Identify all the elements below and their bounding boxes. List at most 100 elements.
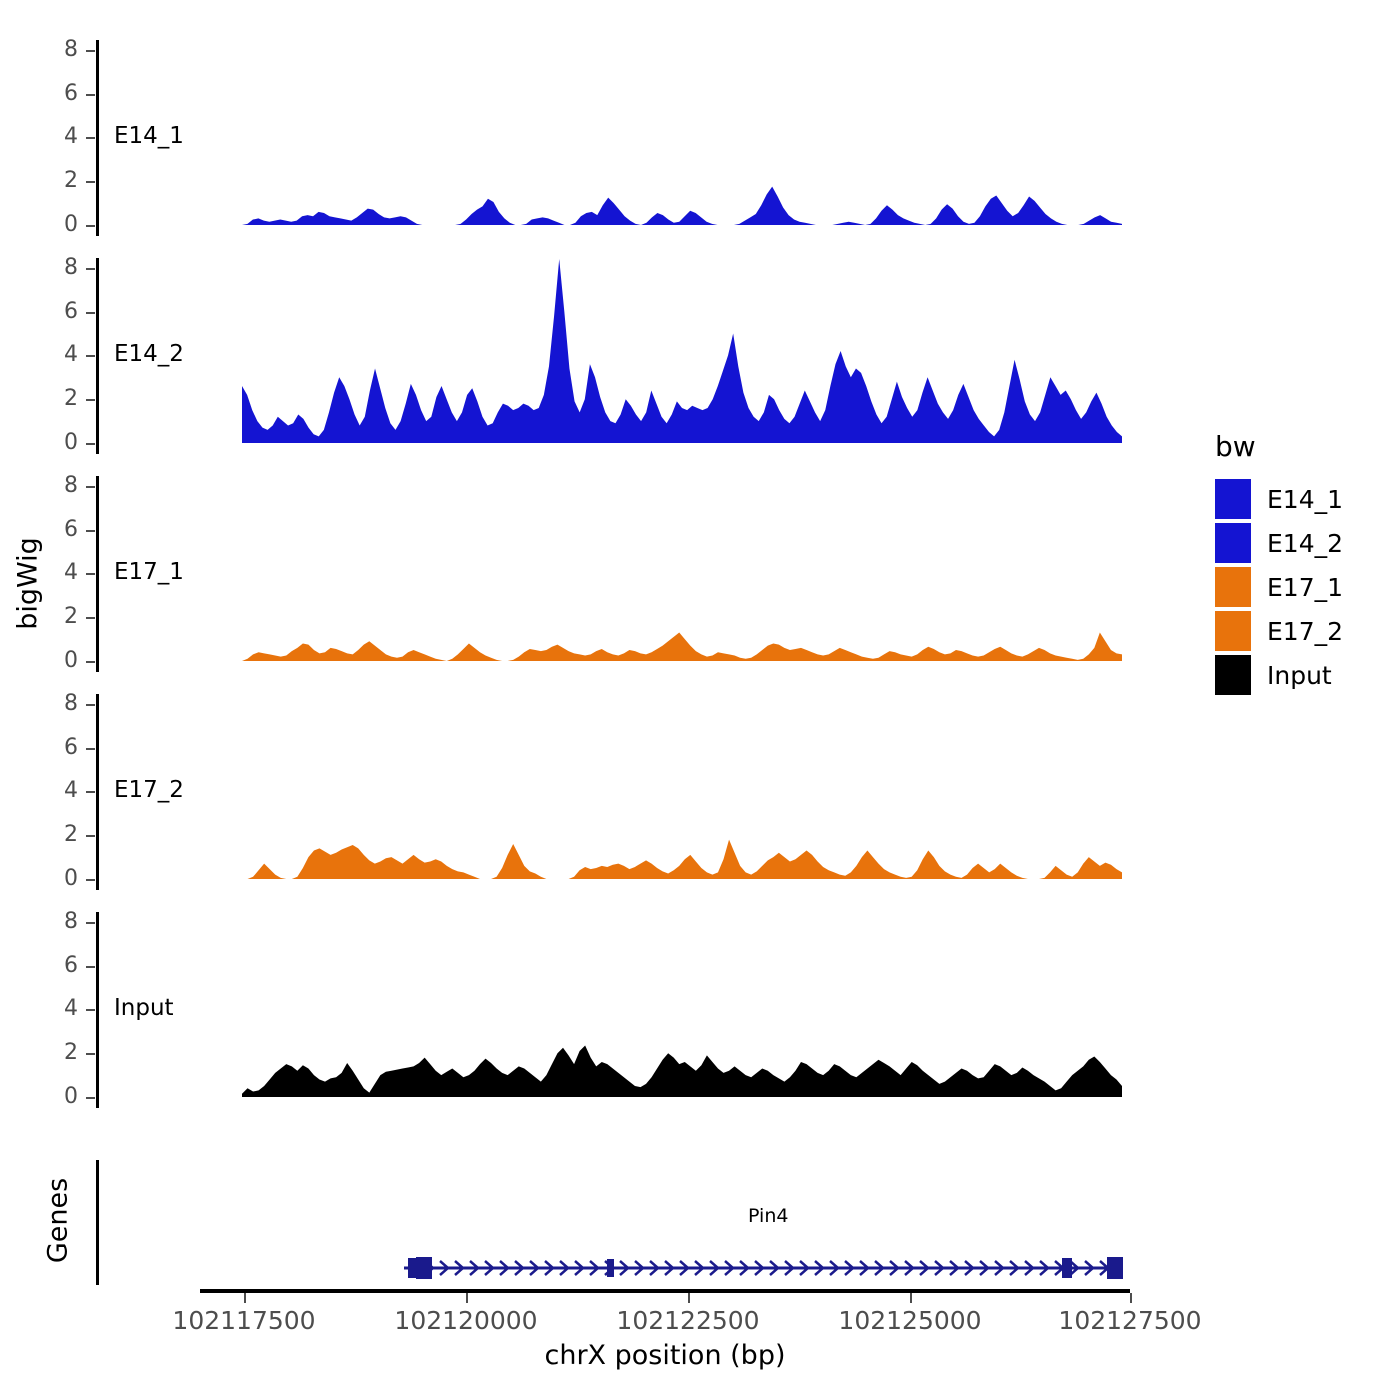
- y-tick-label: 2: [64, 168, 78, 194]
- y-tick-label: 6: [64, 516, 78, 542]
- y-tick-label: 2: [64, 822, 78, 848]
- x-tick-mark: [688, 1293, 690, 1303]
- y-tick-label: 4: [64, 124, 78, 150]
- y-tick-mark: [86, 355, 95, 358]
- y-tick-mark: [86, 921, 95, 924]
- y-axis-spine: [96, 40, 99, 236]
- y-tick-mark: [86, 181, 95, 184]
- y-tick-mark: [86, 485, 95, 488]
- gene-model-svg: [404, 1257, 1123, 1279]
- x-axis-title: chrX position (bp): [544, 1340, 786, 1371]
- coverage-area-e14_2: [99, 258, 1130, 454]
- y-tick-mark: [86, 703, 95, 706]
- y-tick-mark: [86, 617, 95, 620]
- x-tick-label: 102122500: [616, 1306, 760, 1335]
- y-tick-label: 6: [64, 298, 78, 324]
- legend-label: E14_2: [1267, 528, 1344, 558]
- legend-item-input[interactable]: Input: [1215, 653, 1343, 697]
- x-tick-label: 102117500: [172, 1306, 316, 1335]
- y-tick-mark: [86, 1009, 95, 1012]
- track-panel-e14_1: 8 6 4 2 0 E14_1: [64, 38, 1130, 236]
- y-tick-mark: [86, 399, 95, 402]
- y-tick-label: 2: [64, 1040, 78, 1066]
- legend-title: bw: [1215, 430, 1256, 463]
- y-tick-label: 0: [64, 648, 78, 673]
- track-panel-e14_2: 8 6 4 2 0 E14_2: [64, 256, 1130, 454]
- y-tick-label: 4: [64, 996, 78, 1022]
- y-axis-spine: [96, 694, 99, 890]
- track-panel-e17_1: 8 6 4 2 0 E17_1: [64, 474, 1130, 672]
- y-tick-label: 0: [64, 430, 78, 455]
- y-tick-label: 6: [64, 734, 78, 760]
- legend-label: E14_1: [1267, 484, 1344, 514]
- x-axis-line: [200, 1289, 1130, 1293]
- y-tick-label: 0: [64, 1084, 78, 1109]
- legend-swatch-e17_2: [1215, 611, 1251, 651]
- coverage-area-input: [99, 912, 1130, 1108]
- track-panel-input: 8 6 4 2 0 Input: [64, 910, 1130, 1108]
- legend-swatch-e14_2: [1215, 523, 1251, 563]
- legend-item-e14_1[interactable]: E14_1: [1215, 477, 1343, 521]
- y-tick-label: 0: [64, 866, 78, 891]
- y-tick-mark: [86, 529, 95, 532]
- legend-item-e14_2[interactable]: E14_2: [1215, 521, 1343, 565]
- legend-item-e17_2[interactable]: E17_2: [1215, 609, 1343, 653]
- legend-swatch-e17_1: [1215, 567, 1251, 607]
- y-tick-mark: [86, 443, 95, 445]
- x-tick-label: 102120000: [394, 1306, 538, 1335]
- gene-name-label: Pin4: [748, 1205, 789, 1227]
- track-panel-e17_2: 8 6 4 2 0 E17_2: [64, 692, 1130, 890]
- y-tick-label: 8: [64, 908, 78, 934]
- track-label-input: Input: [114, 995, 174, 1022]
- y-tick-mark: [86, 835, 95, 838]
- y-tick-mark: [86, 137, 95, 140]
- y-tick-mark: [86, 573, 95, 576]
- genes-axis-spine: [96, 1160, 99, 1285]
- x-tick-mark: [1130, 1293, 1132, 1303]
- y-tick-label: 8: [64, 36, 78, 62]
- legend: bw E14_1 E14_2 E17_1 E17_2 Input: [1215, 430, 1343, 697]
- y-tick-label: 4: [64, 342, 78, 368]
- y-tick-label: 4: [64, 778, 78, 804]
- x-tick-label: 102127500: [1058, 1306, 1202, 1335]
- y-tick-mark: [86, 93, 95, 96]
- y-tick-label: 4: [64, 560, 78, 586]
- coverage-area-e17_1: [99, 476, 1130, 672]
- y-tick-label: 8: [64, 254, 78, 280]
- legend-items: E14_1 E14_2 E17_1 E17_2 Input: [1215, 477, 1343, 697]
- y-tick-label: 8: [64, 690, 78, 716]
- track-label-e14_2: E14_2: [114, 341, 184, 368]
- y-tick-mark: [86, 49, 95, 52]
- legend-swatch-input: [1215, 655, 1251, 695]
- x-tick-mark: [466, 1293, 468, 1303]
- y-tick-label: 0: [64, 212, 78, 237]
- track-label-e14_1: E14_1: [114, 123, 184, 150]
- y-tick-mark: [86, 791, 95, 794]
- genes-track: [99, 1160, 1129, 1285]
- y-axis-spine: [96, 912, 99, 1108]
- y-tick-label: 2: [64, 604, 78, 630]
- y-tick-mark: [86, 747, 95, 750]
- legend-label: E17_1: [1267, 572, 1344, 602]
- x-tick-mark: [910, 1293, 912, 1303]
- y-tick-mark: [86, 879, 95, 881]
- legend-item-e17_1[interactable]: E17_1: [1215, 565, 1343, 609]
- legend-swatch-e14_1: [1215, 479, 1251, 519]
- y-tick-mark: [86, 661, 95, 663]
- y-tick-mark: [86, 1097, 95, 1099]
- y-axis-spine: [96, 476, 99, 672]
- legend-label: Input: [1267, 660, 1332, 690]
- track-label-e17_1: E17_1: [114, 559, 184, 586]
- legend-label: E17_2: [1267, 616, 1344, 646]
- y-axis-spine: [96, 258, 99, 454]
- track-label-e17_2: E17_2: [114, 777, 184, 804]
- y-tick-mark: [86, 965, 95, 968]
- coverage-area-e17_2: [99, 694, 1130, 890]
- coverage-area-e14_1: [99, 40, 1130, 236]
- x-tick-label: 102125000: [838, 1306, 982, 1335]
- y-tick-label: 2: [64, 386, 78, 412]
- y-tick-label: 6: [64, 80, 78, 106]
- genes-axis-title: Genes: [42, 1177, 74, 1264]
- y-tick-label: 8: [64, 472, 78, 498]
